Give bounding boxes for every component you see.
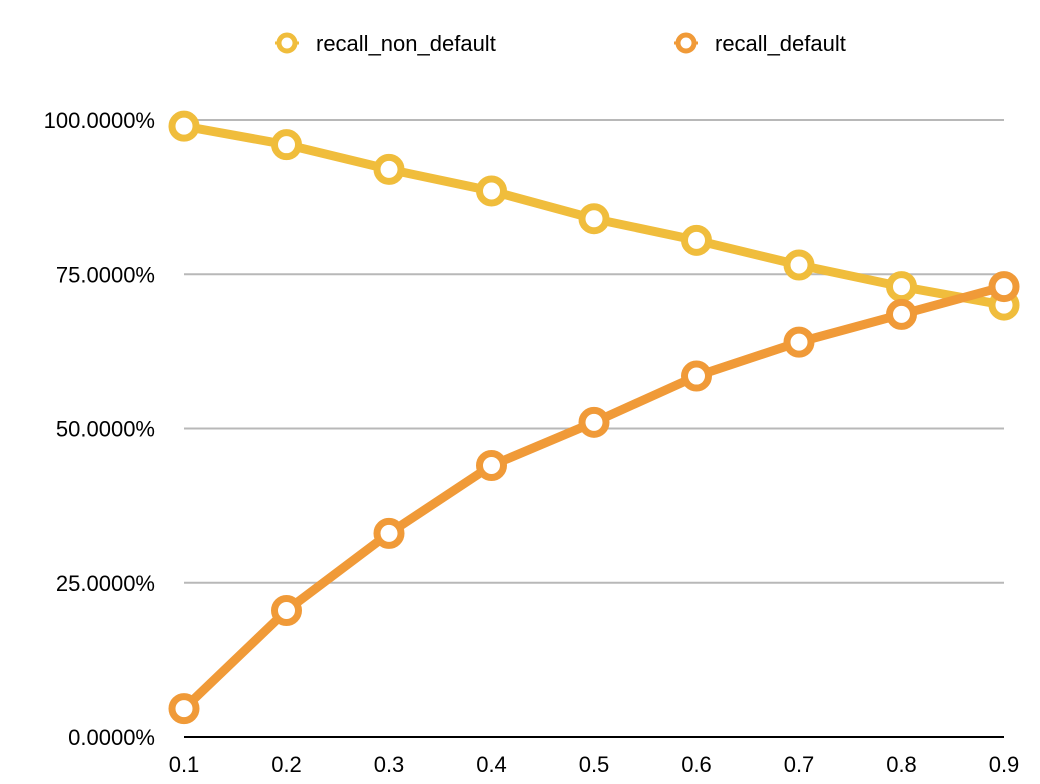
legend-label: recall_default: [715, 31, 846, 56]
data-point: [168, 693, 200, 725]
y-tick-label: 75.0000%: [56, 262, 155, 287]
data-point: [578, 203, 610, 235]
data-point: [271, 595, 302, 627]
data-point: [681, 360, 712, 392]
data-point: [373, 517, 405, 549]
series-recall-non-default: [168, 110, 1020, 321]
data-point: [886, 271, 917, 303]
legend-label: recall_non_default: [316, 31, 496, 56]
legend-item: recall_non_default: [275, 31, 496, 56]
x-tick-label: 0.2: [271, 752, 302, 777]
y-tick-label: 25.0000%: [56, 571, 155, 596]
legend-item: recall_default: [674, 31, 846, 56]
data-point: [476, 450, 507, 482]
data-point: [783, 249, 815, 281]
data-point: [476, 175, 507, 207]
x-tick-label: 0.6: [681, 752, 712, 777]
x-tick-label: 0.8: [886, 752, 917, 777]
x-tick-label: 0.5: [579, 752, 610, 777]
data-point: [168, 110, 200, 142]
data-point: [783, 326, 815, 358]
data-point: [578, 406, 610, 438]
series-line: [179, 282, 1009, 714]
legend-marker: [276, 32, 298, 54]
data-point: [886, 298, 917, 330]
gridlines: [184, 119, 1004, 584]
legend-marker: [675, 32, 697, 54]
x-tick-label: 0.3: [374, 752, 405, 777]
data-point: [373, 153, 405, 185]
x-axis-tick-labels: 0.1 0.2 0.3 0.4 0.5 0.6 0.7 0.8 0.9: [169, 752, 1020, 777]
y-tick-label: 50.0000%: [56, 417, 155, 442]
series-lines: [168, 110, 1020, 725]
x-tick-label: 0.1: [169, 752, 200, 777]
y-tick-label: 0.0000%: [68, 725, 155, 750]
data-point: [271, 129, 302, 161]
y-axis-tick-labels: 0.0000% 25.0000% 50.0000% 75.0000% 100.0000%: [44, 108, 155, 750]
x-tick-label: 0.7: [784, 752, 815, 777]
data-point: [988, 271, 1020, 303]
y-tick-label: 100.0000%: [44, 108, 155, 133]
series-recall-default: [168, 271, 1020, 725]
x-tick-label: 0.9: [989, 752, 1020, 777]
x-tick-label: 0.4: [476, 752, 507, 777]
legend: recall_non_default recall_default: [275, 31, 846, 56]
data-point: [681, 224, 712, 256]
